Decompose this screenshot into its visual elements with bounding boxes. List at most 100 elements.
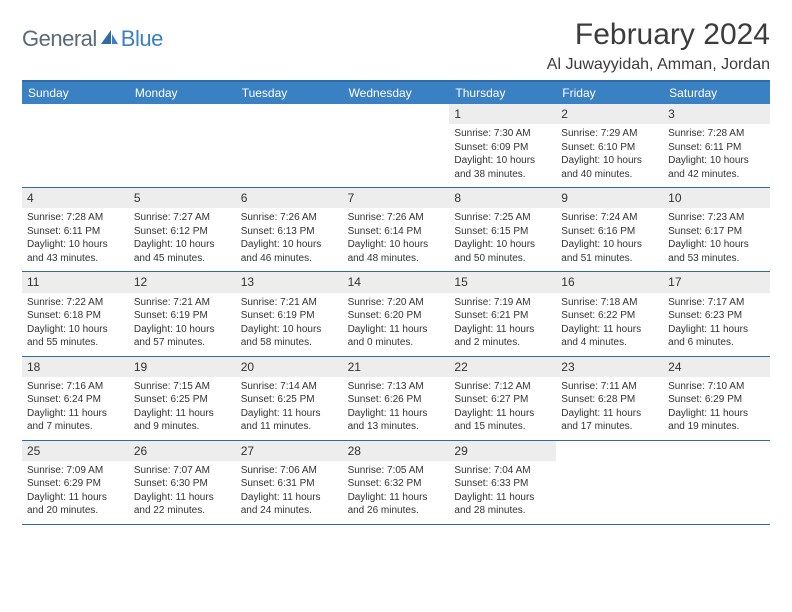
sunrise-text: Sunrise: 7:09 AM (27, 464, 124, 478)
week-row: 1Sunrise: 7:30 AMSunset: 6:09 PMDaylight… (22, 104, 770, 188)
sunrise-text: Sunrise: 7:16 AM (27, 380, 124, 394)
weekday-row: Sunday Monday Tuesday Wednesday Thursday… (22, 82, 770, 104)
location: Al Juwayyidah, Amman, Jordan (547, 56, 770, 74)
day-number: 12 (129, 272, 236, 292)
day-number: 11 (22, 272, 129, 292)
title-block: February 2024 Al Juwayyidah, Amman, Jord… (547, 18, 770, 74)
day-cell: 3Sunrise: 7:28 AMSunset: 6:11 PMDaylight… (663, 104, 770, 187)
day-number: 19 (129, 357, 236, 377)
sunrise-text: Sunrise: 7:26 AM (348, 211, 445, 225)
day-number: 1 (449, 104, 556, 124)
sunset-text: Sunset: 6:31 PM (241, 477, 338, 491)
sunrise-text: Sunrise: 7:12 AM (454, 380, 551, 394)
day-number: 8 (449, 188, 556, 208)
sunset-text: Sunset: 6:19 PM (134, 309, 231, 323)
daylight2-text: and 19 minutes. (668, 420, 765, 434)
sunrise-text: Sunrise: 7:29 AM (561, 127, 658, 141)
sunset-text: Sunset: 6:22 PM (561, 309, 658, 323)
sunrise-text: Sunrise: 7:26 AM (241, 211, 338, 225)
day-cell: 18Sunrise: 7:16 AMSunset: 6:24 PMDayligh… (22, 357, 129, 440)
sunrise-text: Sunrise: 7:19 AM (454, 296, 551, 310)
daylight2-text: and 40 minutes. (561, 168, 658, 182)
daylight2-text: and 55 minutes. (27, 336, 124, 350)
sunset-text: Sunset: 6:24 PM (27, 393, 124, 407)
day-cell: 13Sunrise: 7:21 AMSunset: 6:19 PMDayligh… (236, 272, 343, 355)
daylight1-text: Daylight: 11 hours (241, 491, 338, 505)
day-number: 25 (22, 441, 129, 461)
sunrise-text: Sunrise: 7:21 AM (241, 296, 338, 310)
daylight1-text: Daylight: 10 hours (454, 238, 551, 252)
sunrise-text: Sunrise: 7:24 AM (561, 211, 658, 225)
daylight1-text: Daylight: 10 hours (134, 238, 231, 252)
day-number: 28 (343, 441, 450, 461)
daylight1-text: Daylight: 11 hours (27, 491, 124, 505)
day-cell (129, 104, 236, 187)
daylight2-text: and 24 minutes. (241, 504, 338, 518)
day-cell: 1Sunrise: 7:30 AMSunset: 6:09 PMDaylight… (449, 104, 556, 187)
day-number: 20 (236, 357, 343, 377)
daylight1-text: Daylight: 10 hours (241, 238, 338, 252)
sunset-text: Sunset: 6:20 PM (348, 309, 445, 323)
day-cell: 21Sunrise: 7:13 AMSunset: 6:26 PMDayligh… (343, 357, 450, 440)
daylight2-text: and 53 minutes. (668, 252, 765, 266)
calendar: Sunday Monday Tuesday Wednesday Thursday… (22, 80, 770, 525)
calendar-body: 1Sunrise: 7:30 AMSunset: 6:09 PMDaylight… (22, 104, 770, 525)
daylight2-text: and 0 minutes. (348, 336, 445, 350)
daylight1-text: Daylight: 11 hours (348, 407, 445, 421)
day-number: 10 (663, 188, 770, 208)
weekday-saturday: Saturday (663, 82, 770, 104)
day-cell: 28Sunrise: 7:05 AMSunset: 6:32 PMDayligh… (343, 441, 450, 524)
weekday-sunday: Sunday (22, 82, 129, 104)
sunset-text: Sunset: 6:23 PM (668, 309, 765, 323)
week-row: 4Sunrise: 7:28 AMSunset: 6:11 PMDaylight… (22, 188, 770, 272)
sunrise-text: Sunrise: 7:07 AM (134, 464, 231, 478)
daylight1-text: Daylight: 11 hours (134, 407, 231, 421)
daylight2-text: and 38 minutes. (454, 168, 551, 182)
sunset-text: Sunset: 6:29 PM (27, 477, 124, 491)
daylight2-text: and 45 minutes. (134, 252, 231, 266)
day-cell: 12Sunrise: 7:21 AMSunset: 6:19 PMDayligh… (129, 272, 236, 355)
sunrise-text: Sunrise: 7:23 AM (668, 211, 765, 225)
day-cell: 17Sunrise: 7:17 AMSunset: 6:23 PMDayligh… (663, 272, 770, 355)
month-title: February 2024 (547, 18, 770, 52)
sunrise-text: Sunrise: 7:13 AM (348, 380, 445, 394)
sunset-text: Sunset: 6:17 PM (668, 225, 765, 239)
sunrise-text: Sunrise: 7:28 AM (27, 211, 124, 225)
sunset-text: Sunset: 6:14 PM (348, 225, 445, 239)
day-number: 6 (236, 188, 343, 208)
day-cell: 9Sunrise: 7:24 AMSunset: 6:16 PMDaylight… (556, 188, 663, 271)
day-cell: 25 Sunrise: 7:09 AMSunset: 6:29 PMDayligh… (22, 441, 129, 524)
daylight2-text: and 42 minutes. (668, 168, 765, 182)
sunset-text: Sunset: 6:16 PM (561, 225, 658, 239)
sunrise-text: Sunrise: 7:22 AM (27, 296, 124, 310)
daylight1-text: Daylight: 10 hours (27, 323, 124, 337)
day-cell: 6 Sunrise: 7:26 AMSunset: 6:13 PMDaylight… (236, 188, 343, 271)
daylight2-text: and 4 minutes. (561, 336, 658, 350)
day-number: 18 (22, 357, 129, 377)
sunrise-text: Sunrise: 7:11 AM (561, 380, 658, 394)
daylight1-text: Daylight: 10 hours (134, 323, 231, 337)
sunset-text: Sunset: 6:11 PM (668, 141, 765, 155)
day-cell: 2Sunrise: 7:29 AMSunset: 6:10 PMDaylight… (556, 104, 663, 187)
sunrise-text: Sunrise: 7:20 AM (348, 296, 445, 310)
day-number: 13 (236, 272, 343, 292)
week-row: 18 Sunrise: 7:16 AMSunset: 6:24 PM Dayligh… (22, 357, 770, 441)
header: General Blue February 2024 Al Juwayyidah… (22, 18, 770, 74)
week-row: 25Sunrise: 7:09 AMSunset: 6:29 PMDayligh… (22, 441, 770, 525)
day-cell (556, 441, 663, 524)
day-cell: 24Sunrise: 7:10 AMSunset: 6:29 PMDayligh… (663, 357, 770, 440)
sunset-text: Sunset: 6:09 PM (454, 141, 551, 155)
sunset-text: Sunset: 6:13 PM (241, 225, 338, 239)
day-number: 22 (449, 357, 556, 377)
logo-text-general: General (22, 26, 97, 52)
weekday-monday: Monday (129, 82, 236, 104)
daylight2-text: and 50 minutes. (454, 252, 551, 266)
daylight1-text: Daylight: 11 hours (241, 407, 338, 421)
daylight1-text: Daylight: 10 hours (668, 238, 765, 252)
sunset-text: Sunset: 6:11 PM (27, 225, 124, 239)
day-number: 9 (556, 188, 663, 208)
sail-icon (99, 28, 119, 51)
sunset-text: Sunset: 6:15 PM (454, 225, 551, 239)
sunrise-text: Sunrise: 7:28 AM (668, 127, 765, 141)
daylight1-text: Daylight: 11 hours (668, 323, 765, 337)
